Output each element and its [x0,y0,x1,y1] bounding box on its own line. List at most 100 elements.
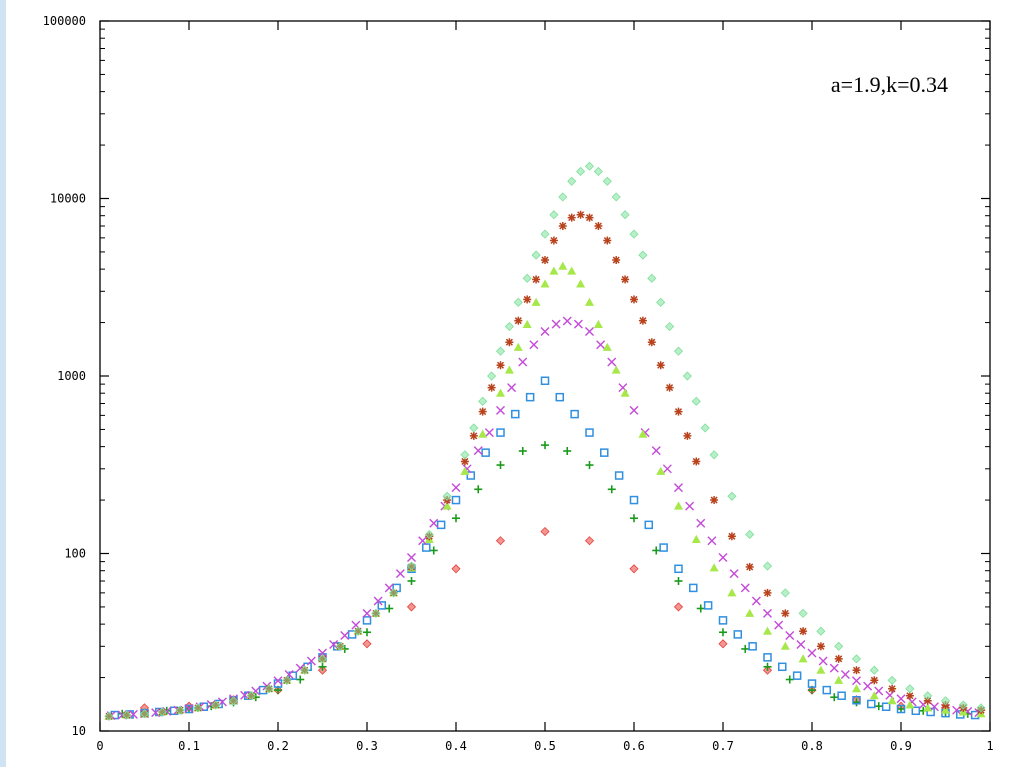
square-point [970,710,980,720]
square-point [718,616,728,625]
star-stroke-b [639,317,647,325]
star-point [647,338,656,347]
triangle-point [540,279,550,288]
x-tick-label: 1 [986,739,993,753]
cross-point [774,620,784,630]
cross-point [407,552,416,562]
cross-point [518,357,528,367]
cross-stroke-b [351,620,361,630]
diamond-point [905,684,915,694]
diamond-point [139,709,150,719]
diamond-point [834,641,844,651]
triangle-point [656,466,666,475]
star-point [763,588,772,597]
star-point [549,236,558,245]
square-point [822,685,832,695]
cross-point [484,428,494,438]
cross-stroke-b [340,631,350,641]
cross-point [751,596,761,606]
square-point [511,409,520,419]
diamond-point [727,491,737,501]
diamond-point [887,675,897,685]
cross-stroke-b [206,700,216,710]
diamond-point [576,166,586,177]
diamond-point [816,626,826,636]
diamond-point [451,564,461,574]
diamond-point [300,665,310,675]
y-axis-tick-labels: 10 100 1000 10000 100000 [43,14,86,738]
cross-point [807,648,817,658]
cross-stroke-b [551,319,561,329]
plus-point [518,446,527,455]
cross-stroke-b [306,656,316,666]
star-stroke-b [763,589,772,597]
square-point [555,392,565,402]
plus-point [607,485,616,494]
triangle-point [869,691,879,700]
star-point [692,457,701,466]
cross-stroke-b [729,569,739,579]
star-stroke-b [585,214,594,222]
star-stroke-b [577,211,585,219]
diamond-point [780,588,790,598]
star-stroke-b [781,609,789,617]
star-point [505,338,514,347]
star-stroke-b [692,457,700,465]
star-stroke-b [568,214,576,222]
square-point [703,601,713,610]
plus-point [474,485,483,494]
star-stroke-b [621,275,629,283]
star-stroke-b [852,666,861,674]
diamond-point [406,602,417,612]
diamond-point [611,192,621,202]
y-tick-label: 100 [64,547,86,561]
diamond-point [362,639,372,649]
square-point [614,471,624,480]
plus-point [452,514,460,523]
cross-stroke-b [774,620,784,630]
x-tick-label: 0 [96,739,103,753]
star-point [816,642,825,651]
y-tick-label: 10 [72,724,86,738]
diamond-point [691,396,701,406]
plus-point [652,546,661,555]
cross-point [473,446,483,456]
cross-stroke-b [362,608,372,618]
cross-stroke-b [562,316,572,326]
cross-point [217,697,227,707]
star-point [638,316,647,325]
cross-point [562,316,572,326]
star-stroke-b [666,384,674,392]
star-point [781,609,790,618]
diamond-point [923,691,933,701]
diamond-point [540,526,550,537]
diamond-point [682,371,692,381]
triangle-point [780,641,790,650]
square-point [540,376,550,386]
plus-point [785,675,794,684]
star-stroke-b [870,676,878,684]
star-point [487,383,496,392]
triangle-point [460,466,470,475]
star-point [478,407,487,416]
star-stroke-b [594,222,602,230]
square-point [763,653,772,662]
square-point [674,564,683,574]
diamond-point [629,564,639,574]
cross-stroke-b [696,518,706,528]
cross-point [763,608,772,618]
cross-stroke-b [740,583,750,593]
diamond-point [335,641,345,651]
cross-stroke-b [751,596,761,606]
cross-point [840,670,850,680]
cross-stroke-b [651,446,661,456]
diamond-point [584,161,595,171]
square-point [481,448,490,457]
cross-stroke-b [896,694,906,704]
star-stroke-b [550,236,558,245]
star-point [727,532,736,541]
y-tick-label: 1000 [57,369,86,383]
triangle-point [620,388,630,397]
square-point [451,495,461,505]
